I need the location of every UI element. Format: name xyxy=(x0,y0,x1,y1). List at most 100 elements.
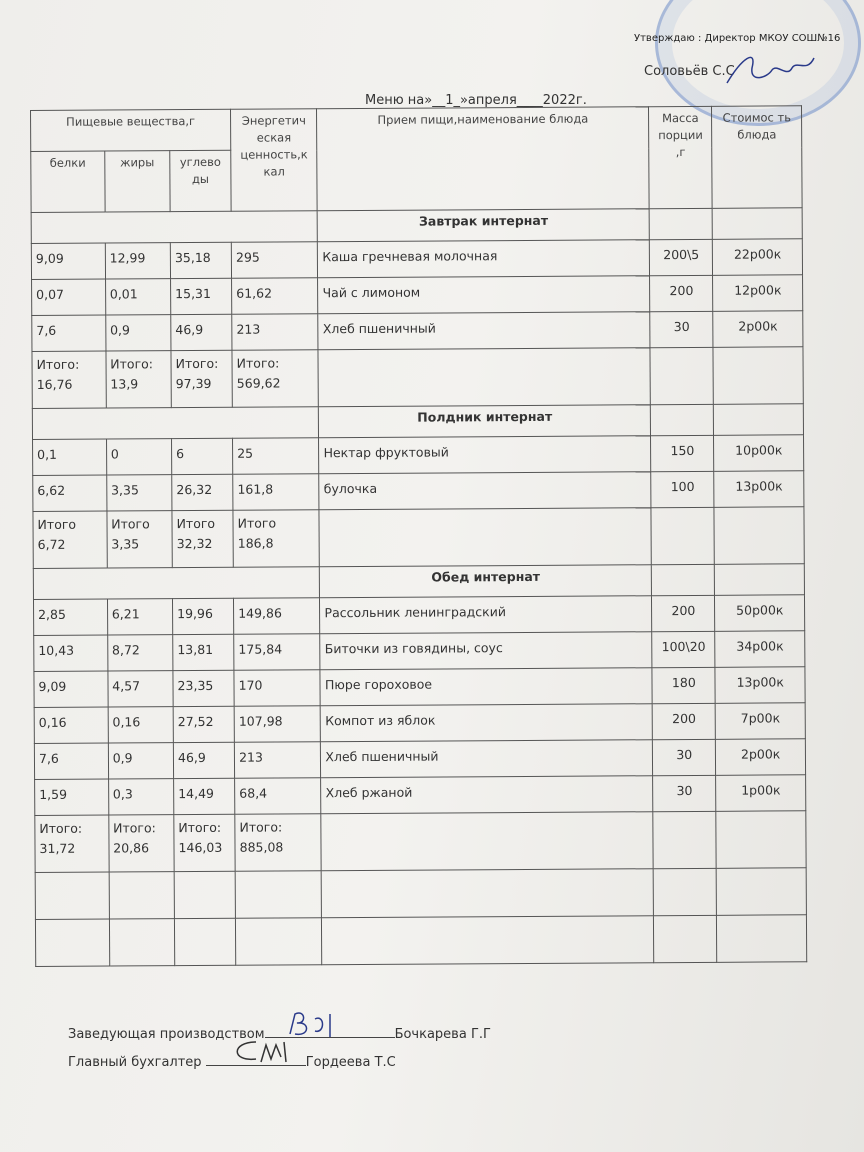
header-dish: Прием пищи,наименование блюда xyxy=(316,106,650,211)
empty-cell xyxy=(716,810,807,869)
cell-carbs: 26,32 xyxy=(171,474,234,511)
total-carbs: Итого 32,32 xyxy=(171,510,234,568)
empty-cell xyxy=(31,210,318,244)
cell-fat: 12,99 xyxy=(105,242,171,280)
empty-cell xyxy=(713,403,804,436)
cell-dish-name: Рассольник ленинградский xyxy=(319,595,652,634)
total-protein: Итого: 31,72 xyxy=(34,815,109,873)
cell-mass: 100 xyxy=(650,471,715,508)
cell-fat: 0,01 xyxy=(105,278,171,316)
table-row: 0,16 0,16 27,52 107,98 Компот из яблок 200 7р0… xyxy=(34,702,806,744)
cell-price: 7р00к xyxy=(715,702,806,740)
cell-protein: 0,07 xyxy=(31,279,106,316)
total-row: Итого: 31,72 Итого: 20,86 Итого: 146,03 Ито… xyxy=(34,810,807,873)
cell-fat: 0,3 xyxy=(108,778,174,816)
empty-cell xyxy=(235,917,323,966)
cell-energy: 25 xyxy=(232,437,320,475)
cell-mass: 30 xyxy=(652,775,717,812)
total-energy: Итого 186,8 xyxy=(233,509,320,568)
empty-cell xyxy=(653,915,718,963)
section-title: Полдник интернат xyxy=(318,404,651,438)
total-fat: Итого 3,35 xyxy=(106,510,173,569)
cell-mass: 150 xyxy=(650,435,715,472)
director-signature xyxy=(726,56,815,84)
empty-cell xyxy=(716,914,807,963)
total-row: Итого: 16,76 Итого: 13,9 Итого: 97,39 Итого… xyxy=(31,346,804,409)
table-row: 0,07 0,01 15,31 61,62 Чай с лимоном 200 12р00к xyxy=(31,274,803,316)
cell-mass: 100\20 xyxy=(651,631,716,668)
empty-cell xyxy=(235,870,322,919)
section-title: Завтрак интернат xyxy=(317,208,650,242)
table-row: 10,43 8,72 13,81 175,84 Биточки из говядины,… xyxy=(33,630,805,672)
director-name: Соловьёв С.С xyxy=(644,64,735,79)
empty-cell xyxy=(32,406,319,440)
menu-table: Пищевые вещества,г Энергетич еская ценно… xyxy=(30,105,807,967)
total-energy: Итого: 569,62 xyxy=(232,349,319,408)
empty-cell xyxy=(650,347,714,405)
cell-mass: 200 xyxy=(652,703,716,740)
cell-price: 34р00к xyxy=(715,630,805,668)
empty-cell xyxy=(650,404,714,436)
empty-cell xyxy=(108,871,175,920)
empty-cell xyxy=(321,868,654,918)
production-label: Заведующая производством xyxy=(68,1027,265,1042)
cell-price: 12р00к xyxy=(712,274,803,312)
cell-dish-name: Хлеб ржаной xyxy=(321,775,654,814)
empty-cell xyxy=(653,811,717,869)
empty-cell xyxy=(651,564,715,596)
cell-protein: 7,6 xyxy=(34,743,109,780)
cell-fat: 0 xyxy=(106,438,172,476)
cell-mass: 200\5 xyxy=(649,239,713,276)
cell-carbs: 19,96 xyxy=(172,598,234,635)
empty-cell xyxy=(35,872,110,920)
table-row: 0,1 0 6 25 Нектар фруктовый 150 10р00к xyxy=(32,434,804,476)
cell-dish-name: Компот из яблок xyxy=(320,703,653,742)
cell-energy: 213 xyxy=(234,741,322,779)
cell-carbs: 14,49 xyxy=(173,778,235,815)
accountant-line: Главный бухгалтер Гордеева Т.С xyxy=(68,1041,396,1070)
empty-cell xyxy=(321,811,654,871)
empty-cell xyxy=(651,507,715,565)
cell-dish-name: Чай с лимоном xyxy=(317,275,650,314)
section-row: Полдник интернат xyxy=(32,403,804,440)
section-title: Обед интернат xyxy=(319,564,652,598)
accountant-label: Главный бухгалтер xyxy=(68,1055,202,1070)
table-row: 9,09 4,57 23,35 170 Пюре гороховое 180 13р00к xyxy=(33,666,806,708)
empty-cell xyxy=(714,563,805,596)
empty-cell xyxy=(713,346,804,405)
cell-protein: 0,16 xyxy=(34,707,109,744)
cell-price: 10р00к xyxy=(713,434,804,472)
cell-carbs: 27,52 xyxy=(173,706,235,743)
header-nutrients: Пищевые вещества,г xyxy=(30,109,231,152)
cell-mass: 180 xyxy=(652,667,716,704)
cell-protein: 2,85 xyxy=(33,599,108,636)
header-protein: белки xyxy=(30,151,105,213)
total-fat: Итого: 20,86 xyxy=(108,814,175,873)
cell-energy: 61,62 xyxy=(231,277,319,315)
empty-cell xyxy=(174,871,236,919)
accountant-signature xyxy=(236,1041,287,1063)
total-row: Итого 6,72 Итого 3,35 Итого 32,32 Итого 186… xyxy=(32,506,805,569)
empty-cell xyxy=(649,208,713,240)
empty-row xyxy=(35,914,807,967)
cell-protein: 9,09 xyxy=(31,243,106,280)
header-price: Стоимос ть блюда xyxy=(711,105,803,209)
total-carbs: Итого: 97,39 xyxy=(170,350,233,408)
cell-carbs: 46,9 xyxy=(170,314,233,351)
cell-dish-name: Пюре гороховое xyxy=(320,667,653,706)
cell-mass: 30 xyxy=(652,739,716,776)
total-protein: Итого 6,72 xyxy=(32,511,108,569)
table-row: 2,85 6,21 19,96 149,86 Рассольник ленинградс… xyxy=(33,594,805,636)
empty-cell xyxy=(33,566,320,600)
cell-carbs: 46,9 xyxy=(173,742,235,779)
cell-price: 2р00к xyxy=(713,310,803,348)
cell-energy: 68,4 xyxy=(234,777,322,815)
cell-fat: 8,72 xyxy=(107,634,173,672)
cell-dish-name: Биточки из говядины, соус xyxy=(320,631,653,670)
cell-carbs: 6 xyxy=(171,438,233,475)
header-carbs: углево ды xyxy=(169,150,232,212)
cell-price: 1р00к xyxy=(715,774,806,812)
production-manager-line: Заведующая производством Бочкарева Г.Г xyxy=(68,1012,491,1042)
cell-fat: 4,57 xyxy=(107,670,174,708)
